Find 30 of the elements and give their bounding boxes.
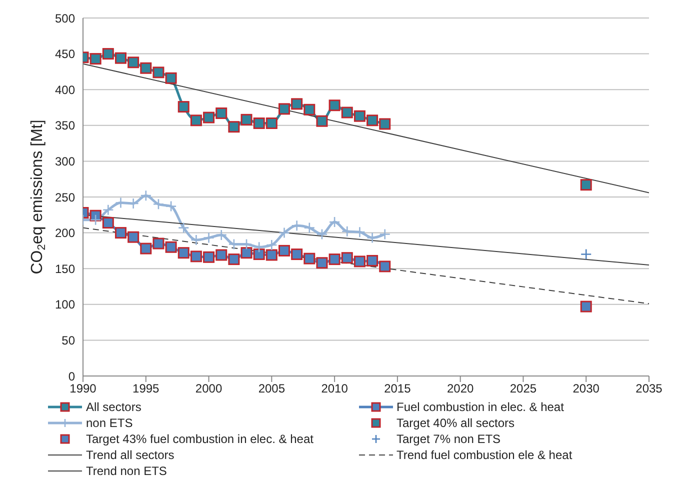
x-tick-label: 1990 — [70, 382, 97, 396]
legend-label: Trend all sectors — [86, 448, 174, 462]
x-tick-label: 2010 — [321, 382, 348, 396]
y-tick-label: 300 — [54, 154, 76, 168]
y-tick-label: 0 — [68, 369, 76, 384]
x-tick-label: 2025 — [510, 382, 537, 396]
y-tick-label: 500 — [54, 11, 76, 26]
x-tick-label: 2020 — [446, 382, 474, 396]
legend-label: Trend fuel combustion ele & heat — [396, 448, 572, 462]
x-tick-label: 2030 — [572, 382, 600, 396]
y-tick-label: 50 — [62, 333, 76, 348]
legend-label: Trend non ETS — [86, 464, 167, 478]
legend-label: Target 7% non ETS — [396, 432, 501, 446]
legend-label: All sectors — [86, 400, 142, 414]
x-tick-label: 2000 — [195, 382, 222, 396]
y-tick-label: 100 — [54, 298, 76, 312]
legend-label: Target 40% all sectors — [396, 416, 515, 430]
y-tick-label: 450 — [54, 47, 76, 62]
y-tick-label: 250 — [54, 190, 76, 204]
y-tick-label: 200 — [54, 226, 76, 240]
x-tick-label: 2015 — [384, 382, 412, 396]
y-tick-label: 150 — [54, 262, 76, 276]
x-tick-label: 2005 — [258, 382, 286, 396]
x-tick-label: 1995 — [132, 382, 160, 396]
y-tick-label: 350 — [54, 118, 76, 133]
legend-label: Target 43% fuel combustion in elec. & heat — [86, 432, 314, 446]
legend-label: non ETS — [86, 416, 133, 430]
y-tick-label: 400 — [54, 82, 76, 97]
x-tick-label: 2035 — [636, 382, 663, 396]
legend-label: Fuel combustion in elec. & heat — [396, 400, 564, 414]
